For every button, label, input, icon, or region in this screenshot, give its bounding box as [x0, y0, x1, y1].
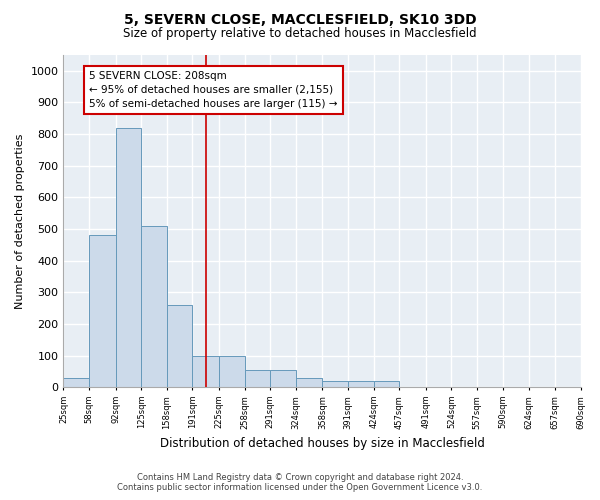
Bar — [296, 378, 322, 387]
Bar — [374, 381, 400, 387]
Text: 5 SEVERN CLOSE: 208sqm
← 95% of detached houses are smaller (2,155)
5% of semi-d: 5 SEVERN CLOSE: 208sqm ← 95% of detached… — [89, 71, 338, 109]
Text: Size of property relative to detached houses in Macclesfield: Size of property relative to detached ho… — [123, 28, 477, 40]
Bar — [64, 378, 89, 387]
Bar — [245, 370, 270, 387]
Bar — [322, 381, 348, 387]
X-axis label: Distribution of detached houses by size in Macclesfield: Distribution of detached houses by size … — [160, 437, 484, 450]
Bar — [167, 305, 193, 387]
Text: Contains HM Land Registry data © Crown copyright and database right 2024.
Contai: Contains HM Land Registry data © Crown c… — [118, 473, 482, 492]
Bar — [116, 128, 141, 387]
Bar — [89, 236, 116, 387]
Bar — [193, 356, 219, 387]
Y-axis label: Number of detached properties: Number of detached properties — [15, 134, 25, 309]
Bar — [219, 356, 245, 387]
Bar — [141, 226, 167, 387]
Bar — [348, 381, 374, 387]
Text: 5, SEVERN CLOSE, MACCLESFIELD, SK10 3DD: 5, SEVERN CLOSE, MACCLESFIELD, SK10 3DD — [124, 12, 476, 26]
Bar — [270, 370, 296, 387]
